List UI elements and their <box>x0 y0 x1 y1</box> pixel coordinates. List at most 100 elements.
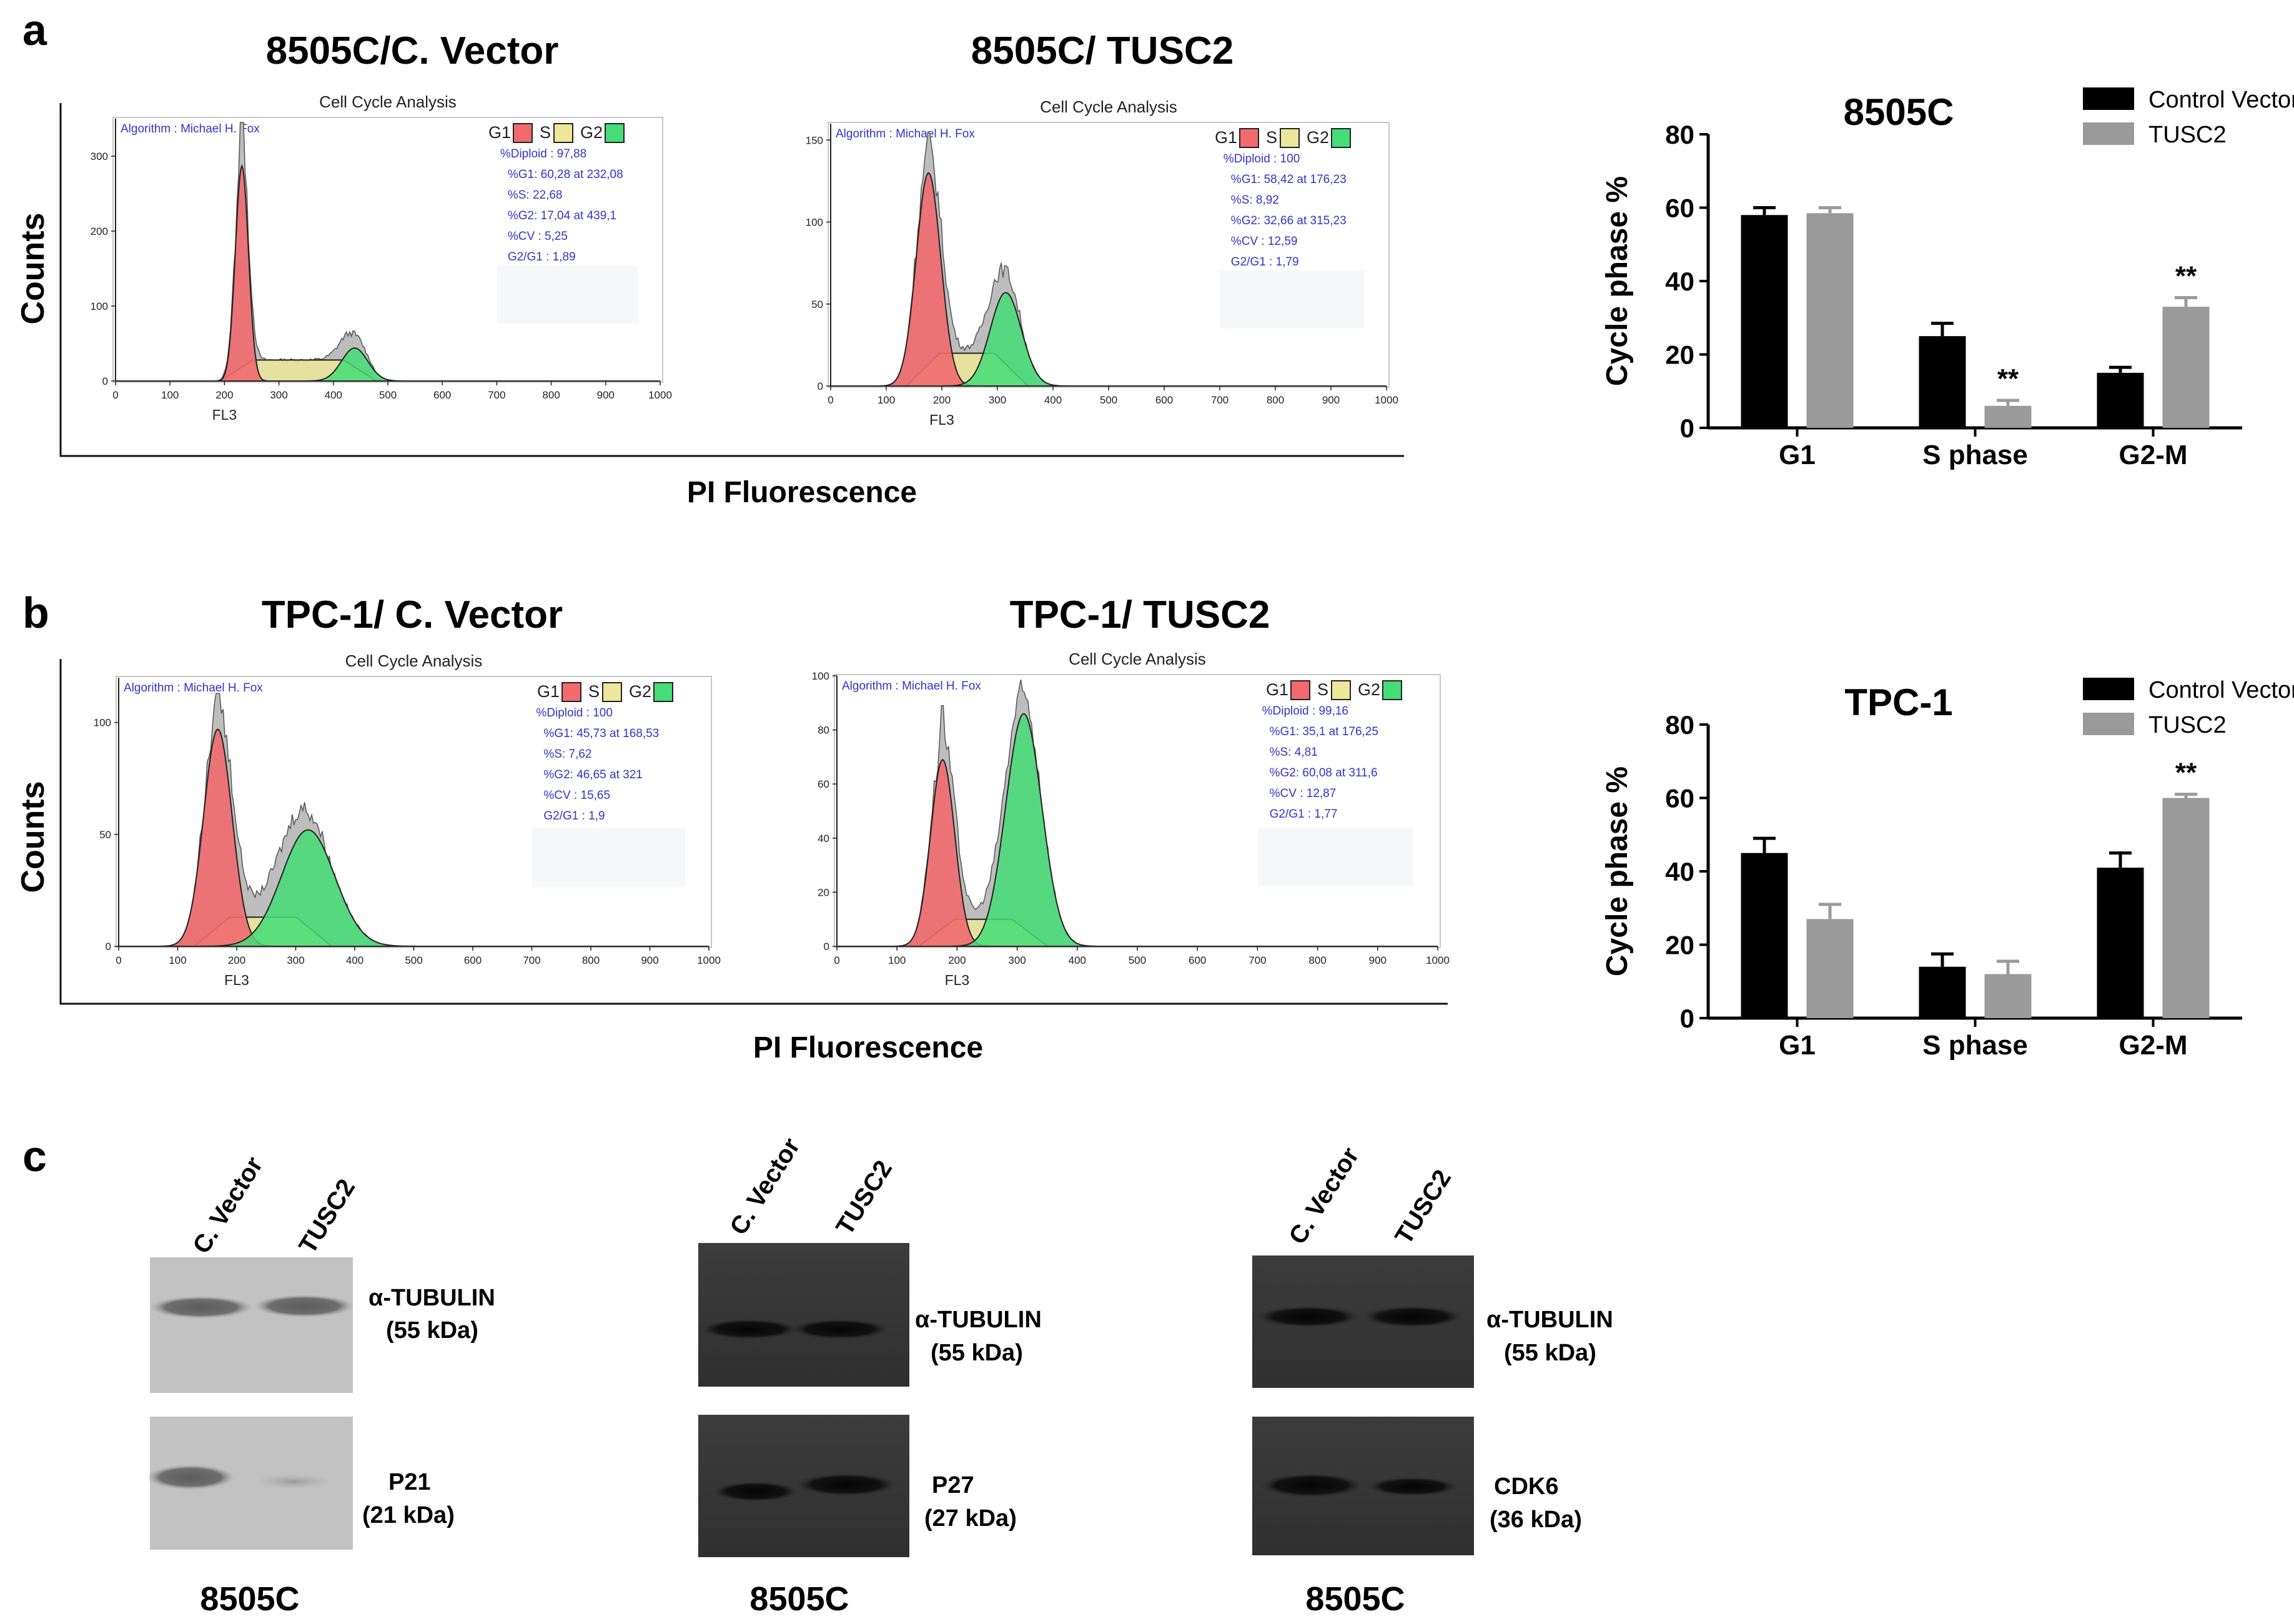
pi-fluorescence-label-b: PI Fluorescence <box>753 1031 983 1064</box>
flow-x-tick-label: 900 <box>597 389 615 401</box>
bar-tusc2 <box>2162 798 2210 1018</box>
flow-x-tick-label: 300 <box>270 389 287 401</box>
band-p21-tusc2 <box>255 1474 332 1489</box>
bar-chart-title: 8505C <box>1844 91 1954 133</box>
bar-chart-title: TPC-1 <box>1844 681 1952 723</box>
g2-peak-area <box>302 347 407 382</box>
flow-y-tick-label: 0 <box>106 941 111 953</box>
flow-x-label: FL3 <box>212 407 237 423</box>
protein-size-p27: (27 kDa) <box>924 1505 1017 1532</box>
flow-legend-swatch <box>513 123 533 143</box>
flow-legend-label: G1 <box>488 123 511 142</box>
flow-x-tick-label: 200 <box>933 394 951 406</box>
bar-control <box>1919 336 1966 428</box>
cell-line-label-1: 8505C <box>200 1580 299 1618</box>
blot-membrane-tubulin-1 <box>150 1257 353 1393</box>
axis-frame-b <box>59 659 1448 1005</box>
flow-stat-line: G2/G1 : 1,89 <box>508 250 576 264</box>
flow-stat-line: %Diploid : 97,88 <box>500 147 586 161</box>
bar-tusc2 <box>1806 919 1854 1018</box>
flow-legend-swatch <box>1290 680 1310 700</box>
bar-y-axis-label: Cycle phase % <box>1601 176 1634 386</box>
g1-peak-area <box>215 164 269 382</box>
flow-legend-label: S <box>1266 128 1277 147</box>
flow-x-tick-label: 400 <box>325 389 342 401</box>
protein-size-cdk6: (36 kDa) <box>1490 1507 1582 1533</box>
flow-algorithm-text: Algorithm : Michael H. Fox <box>842 680 981 693</box>
protein-size-tubulin-3: (55 kDa) <box>1504 1340 1596 1366</box>
flow-x-tick-label: 100 <box>169 954 186 966</box>
protein-label-tubulin-3: α-TUBULIN <box>1486 1307 1613 1333</box>
flow-title: Cell Cycle Analysis <box>1040 97 1177 116</box>
blot-membrane-tubulin-2 <box>698 1243 909 1387</box>
title-8505c-tusc2: 8505C/ TUSC2 <box>971 29 1234 72</box>
flow-x-tick-label: 0 <box>116 954 121 966</box>
flow-x-tick-label: 400 <box>346 954 363 966</box>
band-p21-cvector <box>147 1465 234 1490</box>
flow-inset-box <box>1220 270 1365 329</box>
flow-y-tick-label: 0 <box>824 941 829 953</box>
flow-x-tick-label: 600 <box>1155 394 1173 406</box>
flow-x-tick-label: 500 <box>1100 394 1117 406</box>
bar-tusc2 <box>2162 307 2210 428</box>
flow-y-tick-label: 50 <box>99 829 111 841</box>
flow-x-tick-label: 1000 <box>648 389 672 401</box>
g2-peak-area <box>201 829 415 947</box>
counts-label-a: Counts <box>15 212 51 324</box>
protein-size-p21: (21 kDa) <box>362 1502 455 1528</box>
bar-tusc2 <box>1984 974 2032 1018</box>
protein-label-p27: P27 <box>932 1472 974 1498</box>
flow-stat-line: %CV : 12,59 <box>1231 235 1298 248</box>
flow-title: Cell Cycle Analysis <box>319 92 457 111</box>
counts-label-b: Counts <box>15 781 51 893</box>
bar-legend-swatch <box>2083 678 2134 700</box>
protein-label-cdk6: CDK6 <box>1494 1473 1558 1500</box>
band-tubulin-tusc2-1 <box>254 1295 354 1317</box>
flow-y-tick-label: 100 <box>94 717 111 729</box>
bar-chart-8505c: 8505C Cycle phase % 0 20 40 60 80 G1 S phase ** G2… <box>1601 87 2294 470</box>
panel-letter-a: a <box>22 6 47 54</box>
western-blot-2: C. Vector TUSC2 α-TUBULIN (55 kDa) P27 (… <box>698 1133 1042 1618</box>
flow-x-tick-label: 300 <box>287 954 304 966</box>
bar-category-label: G1 <box>1779 1030 1816 1061</box>
flow-legend-swatch <box>561 682 581 702</box>
flow-stat-line: %S: 8,92 <box>1231 194 1279 207</box>
flow-legend-label: S <box>540 123 551 142</box>
flow-stat-line: %G1: 58,42 at 176,23 <box>1231 173 1347 186</box>
bar-legend-swatch <box>2083 87 2134 110</box>
bar-control <box>1741 215 1788 428</box>
flow-stat-line: %CV : 12,87 <box>1270 787 1337 800</box>
flow-y-tick-label: 80 <box>818 725 829 736</box>
flow-x-tick-label: 900 <box>1369 954 1387 966</box>
protein-label-tubulin-2: α-TUBULIN <box>915 1307 1042 1333</box>
flow-stat-line: %G2: 46,65 at 321 <box>543 768 642 781</box>
band-p27-tusc2 <box>796 1473 896 1496</box>
pi-fluorescence-label-a: PI Fluorescence <box>687 476 917 509</box>
flow-x-tick-label: 200 <box>948 954 966 966</box>
flow-stat-line: G2/G1 : 1,79 <box>1231 255 1299 269</box>
bar-control <box>1741 853 1788 1018</box>
band-tubulin-cvector-3 <box>1257 1306 1360 1327</box>
flow-x-tick-label: 400 <box>1044 394 1062 406</box>
flow-legend-swatch <box>653 682 673 702</box>
flow-legend-label: G2 <box>1307 128 1329 147</box>
flow-x-tick-label: 500 <box>405 954 422 966</box>
flow-x-label: FL3 <box>945 972 970 988</box>
protein-size-tubulin-1: (55 kDa) <box>386 1317 478 1344</box>
flow-x-tick-label: 0 <box>112 389 118 401</box>
bar-y-tick-label: 60 <box>1665 194 1694 223</box>
flow-x-tick-label: 800 <box>1308 954 1326 966</box>
flow-stat-line: %CV : 5,25 <box>508 230 568 243</box>
flow-stat-line: %G1: 60,28 at 232,08 <box>508 168 623 181</box>
flow-x-tick-label: 100 <box>888 954 906 966</box>
flow-stat-line: %G2: 60,08 at 311,6 <box>1270 766 1378 780</box>
flow-stat-line: %CV : 15,65 <box>543 789 610 802</box>
bar-control <box>2097 868 2144 1018</box>
flow-stat-line: %G1: 35,1 at 176,25 <box>1270 725 1378 738</box>
flow-y-tick-label: 200 <box>91 225 108 237</box>
flow-y-tick-label: 40 <box>818 833 829 844</box>
protein-label-tubulin-1: α-TUBULIN <box>368 1285 495 1311</box>
bar-y-tick-label: 80 <box>1665 710 1694 740</box>
g2-peak-area <box>942 292 1069 387</box>
title-tpc1-vector: TPC-1/ C. Vector <box>262 593 563 636</box>
